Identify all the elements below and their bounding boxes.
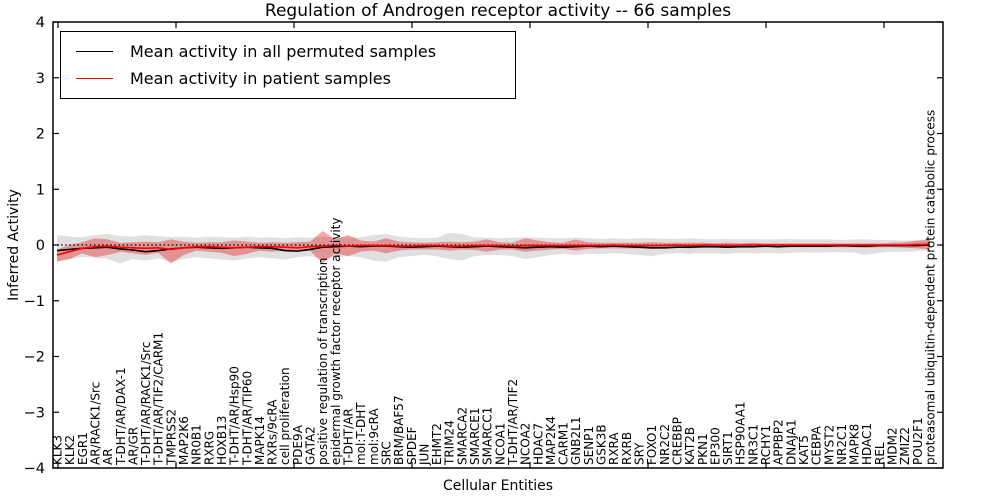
y-tick-label: −1	[24, 294, 45, 310]
chart-title: Regulation of Androgen receptor activity…	[264, 1, 732, 21]
x-category-label: AR/GR	[126, 427, 140, 465]
y-tick-label: 3	[36, 71, 45, 87]
x-category-label: T-DHT/AR/TIF2/CARM1	[152, 332, 166, 466]
x-category-label: T-DHT/AR/TIF2	[506, 379, 520, 466]
legend: Mean activity in all permuted samples Me…	[60, 31, 516, 99]
x-category-label: mol:9cRA	[367, 408, 381, 465]
y-tick-label: 4	[36, 15, 45, 31]
x-category-label: EGR1	[76, 432, 90, 465]
x-category-label: DNAJA1	[784, 419, 798, 465]
x-category-label: SIRT1	[721, 431, 735, 465]
x-category-label: NCOA2	[519, 423, 533, 465]
x-category-label: MAP2K4	[544, 416, 558, 465]
x-category-label: CREBBP	[670, 417, 684, 465]
x-category-label: CARM1	[557, 422, 571, 465]
x-category-label: FOXO1	[645, 425, 659, 465]
x-category-label: GSK3B	[595, 424, 609, 465]
permuted-range-band	[57, 232, 930, 264]
patient-line-sample	[76, 78, 113, 79]
x-category-label: TRIM24	[443, 420, 457, 466]
x-category-label: APPBP2	[772, 419, 786, 465]
x-category-label: KAT5	[797, 435, 811, 465]
x-category-label: KLK2	[63, 435, 77, 465]
x-category-label: SRC	[379, 441, 393, 465]
x-category-label: RCHY1	[759, 425, 773, 465]
permuted-mean-line	[56, 244, 931, 253]
x-category-label: GATA2	[304, 426, 318, 465]
x-category-label: SMARCA2	[455, 407, 469, 465]
x-category-label: T-DHT/AR	[342, 408, 356, 466]
x-category-label: NR2C2	[658, 424, 672, 465]
x-category-label: MAPK8	[848, 424, 862, 465]
x-category-label: KLK3	[51, 435, 65, 465]
x-category-label: HOXB13	[215, 416, 229, 465]
patient-range-band	[57, 231, 930, 264]
x-category-label: SRY	[633, 442, 647, 465]
x-category-label: HDAC7	[531, 423, 545, 465]
x-category-label: RXRA	[607, 432, 621, 465]
x-category-label: MYST2	[822, 425, 836, 465]
x-category-label: JUN	[417, 444, 431, 466]
y-tick-label: −2	[24, 350, 45, 366]
x-axis-label: Cellular Entities	[442, 478, 554, 494]
y-axis-label: Inferred Activity	[6, 189, 22, 301]
y-tick-label: −3	[24, 405, 45, 421]
x-category-label: cell proliferation	[278, 367, 292, 465]
permuted-line-sample	[76, 51, 113, 52]
x-category-label: NR3C1	[746, 424, 760, 465]
x-category-label: AR	[101, 448, 115, 465]
y-tick-label: 0	[36, 238, 45, 254]
y-tick-label: −4	[24, 461, 45, 477]
x-category-label: RXRs/9cRA	[266, 399, 280, 465]
legend-entry-patient: Mean activity in patient samples	[61, 65, 515, 92]
legend-entry-permuted: Mean activity in all permuted samples	[61, 38, 515, 65]
x-category-label: T-DHT/AR/TIP60	[240, 371, 254, 466]
x-category-label: epidermal growth factor receptor activit…	[329, 218, 343, 465]
x-category-label: MAPK14	[253, 416, 267, 465]
legend-label-permuted: Mean activity in all permuted samples	[130, 42, 437, 61]
patient-mean-line	[56, 243, 930, 256]
x-category-label: GNB2L1	[569, 417, 583, 465]
x-category-label: RXRG	[202, 431, 216, 465]
x-category-label: AR/RACK1/Src	[88, 382, 102, 465]
x-category-label: PKN1	[696, 433, 710, 465]
x-category-label: TMPRSS2	[164, 409, 178, 466]
x-category-label: MDM2	[886, 427, 900, 465]
x-category-label: SMARCE1	[468, 407, 482, 465]
x-category-label: CEBPA	[810, 425, 824, 465]
x-category-label: RXRB	[620, 432, 634, 465]
x-category-label: ZMIZ2	[898, 427, 912, 465]
x-category-label: NCOA1	[493, 423, 507, 465]
x-category-label: BRM/BAF57	[392, 395, 406, 465]
y-tick-label: 2	[36, 127, 45, 143]
x-category-label: positive regulation of transcription	[316, 258, 330, 465]
x-category-label: NR2C1	[835, 424, 849, 465]
x-category-label: EHMT2	[430, 423, 444, 465]
x-category-label: T-DHT/AR/RACK1/Src	[139, 342, 153, 466]
x-category-label: T-DHT/AR/DAX-1	[114, 367, 128, 466]
x-category-label: proteasomal ubiquitin-dependent protein …	[924, 110, 938, 465]
x-category-label: EP300	[708, 427, 722, 465]
x-category-label: MAP2K6	[177, 416, 191, 465]
x-category-label: SENP1	[582, 426, 596, 465]
legend-label-patient: Mean activity in patient samples	[130, 69, 391, 88]
x-category-label: POU2F1	[911, 417, 925, 465]
x-category-label: HSP90AA1	[734, 401, 748, 465]
x-category-label: mol:T-DHT	[354, 402, 368, 465]
x-category-label: T-DHT/AR/Hsp90	[228, 366, 242, 466]
x-category-label: SPDEF	[405, 426, 419, 465]
x-category-label: KAT2B	[683, 427, 697, 465]
x-category-label: SMARCC1	[481, 407, 495, 465]
x-category-label: PDE9A	[291, 424, 305, 465]
y-tick-label: 1	[36, 182, 45, 198]
x-category-label: HDAC1	[860, 423, 874, 465]
x-category-label: REL	[873, 442, 887, 465]
x-category-label: NR0B1	[190, 424, 204, 465]
